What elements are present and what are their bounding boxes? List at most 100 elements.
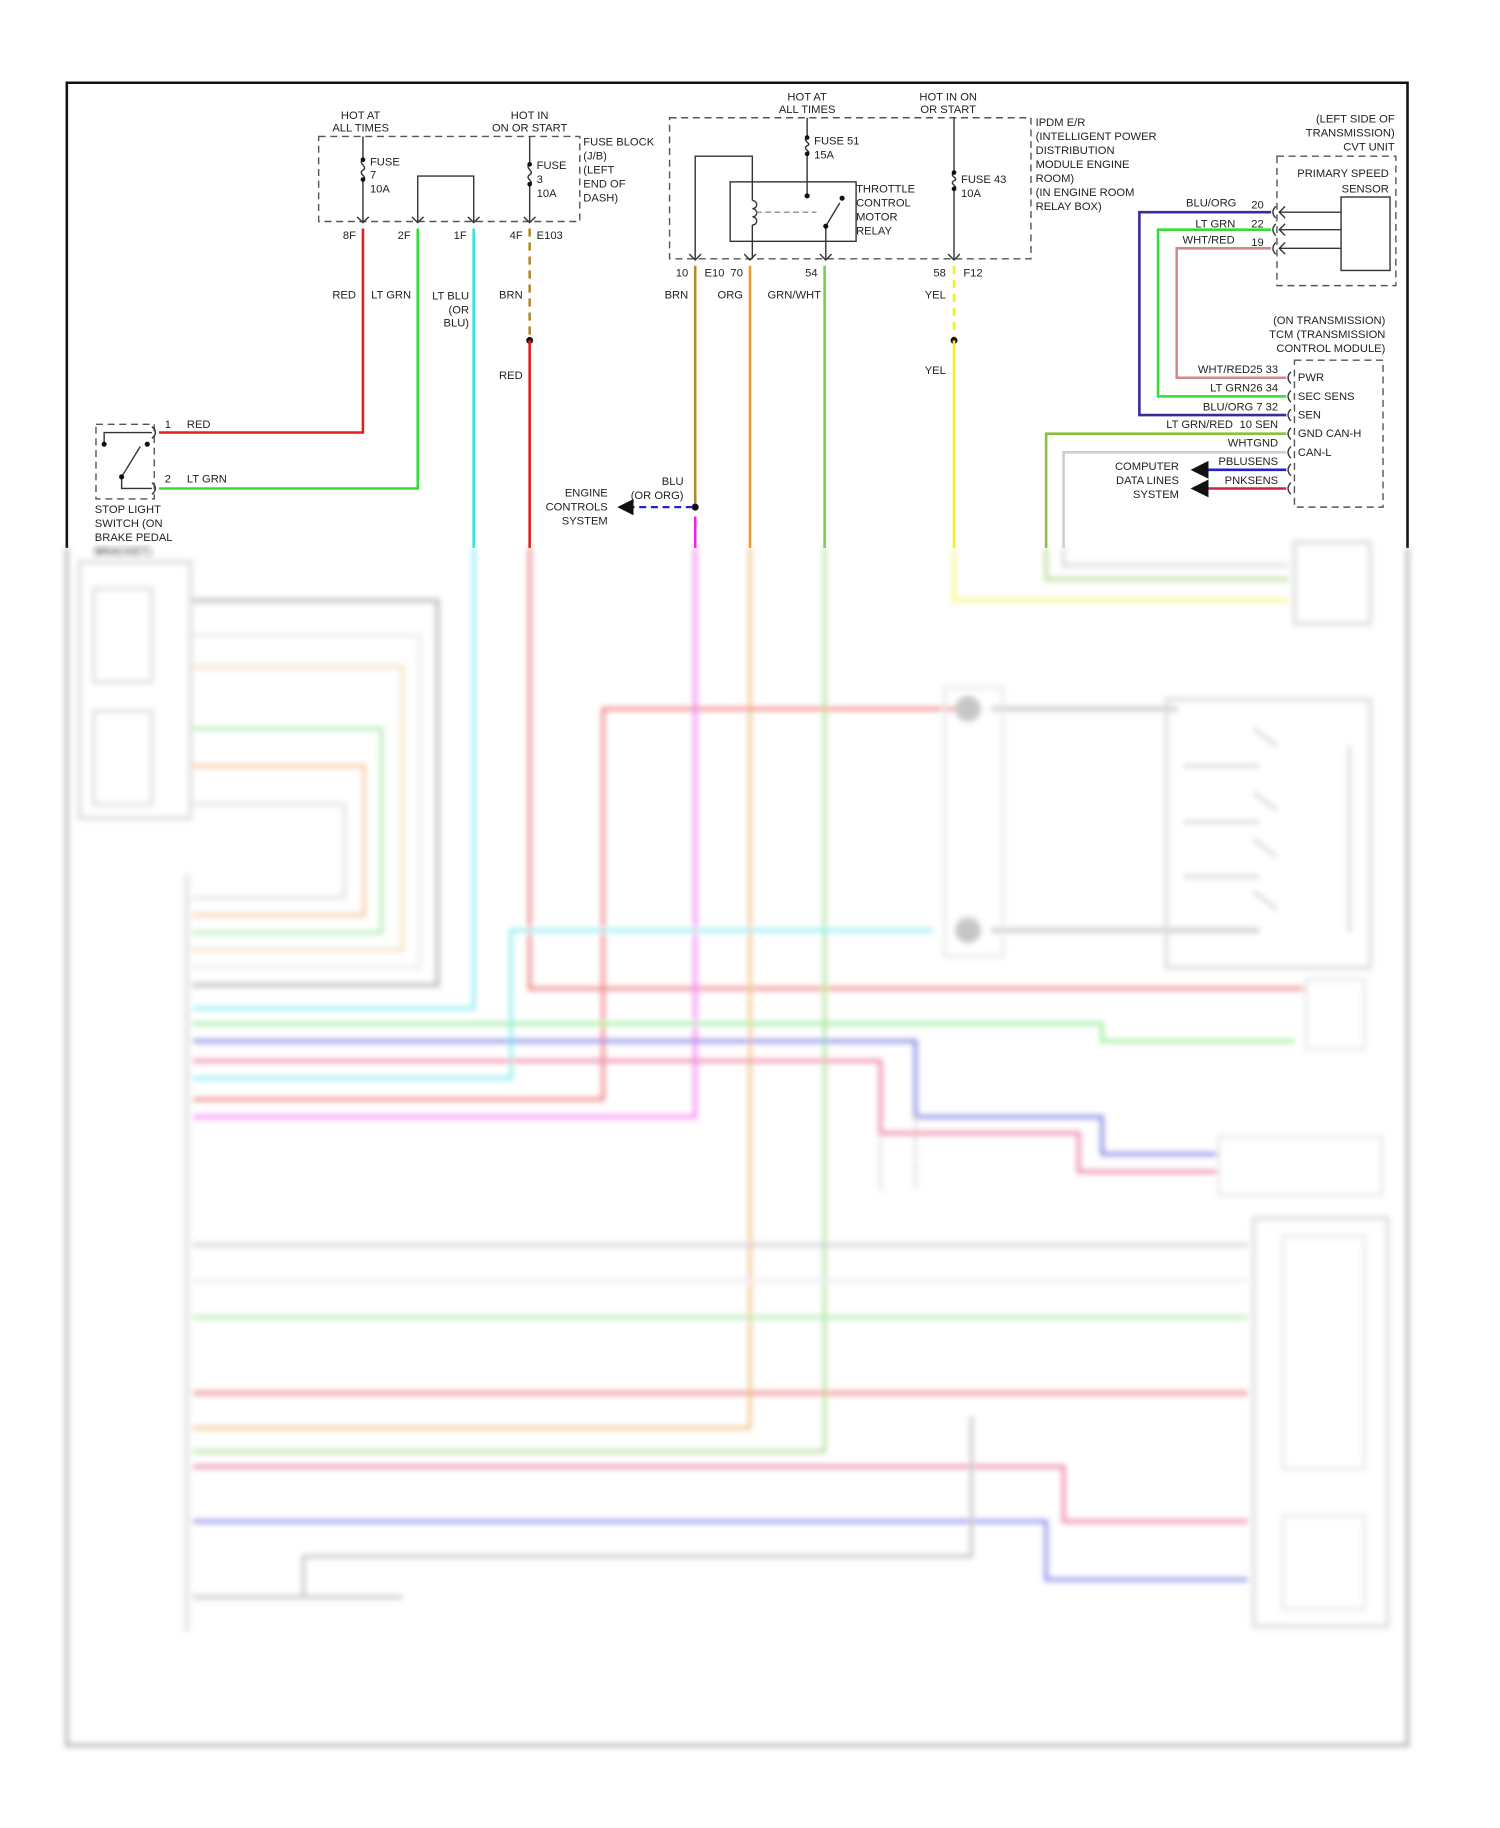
computer-data-lines-title-3: SYSTEM <box>1133 489 1179 501</box>
connector-f12: F12 <box>963 267 982 279</box>
pin-2f: 2F <box>398 230 411 242</box>
wire-lt-grn-red <box>1044 432 1287 548</box>
ipdm-title-7: RELAY BOX) <box>1036 201 1102 213</box>
primary-speed-sensor-label: PRIMARY SPEED <box>1297 168 1389 180</box>
engine-controls-title-2: CONTROLS <box>546 502 608 514</box>
computer-data-lines-title: COMPUTER <box>1115 461 1179 473</box>
wire-label-lt-grn: LT GRN <box>371 289 411 301</box>
throttle-relay-label: THROTTLE <box>856 183 915 195</box>
primary-speed-sensor <box>1340 196 1391 272</box>
blurred-lower-diagram <box>65 540 1410 1747</box>
tcm-row-label-4b: 10 SEN <box>1240 419 1279 431</box>
engine-controls-title: ENGINE <box>565 488 608 500</box>
pin-70: 70 <box>731 267 743 279</box>
tcm-row-label-6: PBLUSENS <box>1218 456 1278 468</box>
tcm-title-3: CONTROL MODULE) <box>1276 343 1385 355</box>
switch-pin-1: 1 <box>165 419 171 431</box>
ipdm-title-3: DISTRIBUTION <box>1036 145 1115 157</box>
fuse7-supply-label-2: ALL TIMES <box>332 123 389 135</box>
ipdm-title: IPDM E/R <box>1036 117 1086 129</box>
wire-label-lt-blu-3: BLU) <box>444 317 470 329</box>
ipdm-title-5: ROOM) <box>1036 173 1075 185</box>
diagram-frame <box>65 81 1409 548</box>
wire-wht <box>1062 451 1287 548</box>
fuse43-label: FUSE 43 <box>961 174 1006 186</box>
sensor-wire-label-blu-org: BLU/ORG <box>1186 197 1236 209</box>
switch-pin-2: 2 <box>165 474 171 486</box>
ipdm-er: HOT AT ALL TIMES HOT IN ON OR START FUSE… <box>668 91 1157 279</box>
stop-light-switch-title-3: BRAKE PEDAL <box>95 532 173 544</box>
fuse3-supply-label: HOT IN <box>511 110 549 122</box>
fuse51-supply-label: HOT AT <box>787 91 827 103</box>
sensor-pin-20: 20 <box>1251 200 1263 212</box>
tcm-pin-can-l: CAN-L <box>1298 447 1332 459</box>
wire-label-grn-wht: GRN/WHT <box>767 289 821 301</box>
throttle-relay-label-3: MOTOR <box>856 211 897 223</box>
pin-54: 54 <box>805 267 817 279</box>
tcm-pin-pwr: PWR <box>1298 372 1324 384</box>
throttle-relay-box <box>729 181 857 243</box>
fuse-block-title-4: END OF <box>583 179 625 191</box>
fuse43-supply-label-2: OR START <box>920 104 976 116</box>
stop-light-switch-title-2: SWITCH (ON <box>95 518 163 530</box>
pin-8f: 8F <box>343 230 356 242</box>
fuse3-number: 3 <box>537 174 543 186</box>
pin-1f: 1F <box>454 230 467 242</box>
tcm-title-2: TCM (TRANSMISSION <box>1269 329 1385 341</box>
ipdm-title-4: MODULE ENGINE <box>1036 159 1130 171</box>
tcm-row-label-7: PNKSENS <box>1225 475 1278 487</box>
tcm-row-label-2: LT GRN26 34 <box>1210 383 1278 395</box>
stop-light-switch-title-4: BRACKET) <box>95 546 152 558</box>
cvt-unit-title: (LEFT SIDE OF <box>1316 113 1395 125</box>
pin-58: 58 <box>933 267 945 279</box>
tcm-row-label-1: WHT/RED25 33 <box>1198 364 1278 376</box>
wire-red <box>158 228 365 434</box>
tcm-row-label-5: WHTGND <box>1228 438 1278 450</box>
ipdm-title-2: (INTELLIGENT POWER <box>1036 131 1157 143</box>
fuse51-label: FUSE 51 <box>814 136 859 148</box>
engine-controls-title-3: SYSTEM <box>562 516 608 528</box>
cvt-unit-title-2: TRANSMISSION) <box>1306 127 1395 139</box>
pin-4f: 4F <box>510 230 523 242</box>
throttle-relay-label-4: RELAY <box>856 225 892 237</box>
engine-controls-wire-label: BLU <box>662 476 684 488</box>
ipdm-title-6: (IN ENGINE ROOM <box>1036 187 1135 199</box>
tcm-pin-sec-sens: SEC SENS <box>1298 391 1355 403</box>
fuse7-rating: 10A <box>370 183 390 195</box>
wire-blu-org <box>1138 210 1287 417</box>
sensor-pin-22: 22 <box>1251 218 1263 230</box>
fuse-block-title: FUSE BLOCK <box>583 137 654 149</box>
switch-pin-2-wire: LT GRN <box>187 474 227 486</box>
wire-label-red: RED <box>332 289 356 301</box>
fuse3-label: FUSE <box>537 160 567 172</box>
stop-light-switch-title: STOP LIGHT <box>95 504 161 516</box>
fuse3-icon <box>527 163 532 185</box>
fuse-block-title-2: (J/B) <box>583 151 607 163</box>
wire-label-brn-ipdm: BRN <box>665 289 689 301</box>
fuse51-rating: 15A <box>814 150 834 162</box>
fuse7-label: FUSE <box>370 157 400 169</box>
connector-e103: E103 <box>537 230 563 242</box>
pin-10: 10 <box>676 267 688 279</box>
tcm-row-label-3: BLU/ORG 7 32 <box>1203 401 1278 413</box>
sensor-wire-label-wht-red: WHT/RED <box>1183 235 1235 247</box>
tcm-pin-sen: SEN <box>1298 410 1321 422</box>
throttle-relay-label-2: CONTROL <box>856 197 911 209</box>
sensor-wire-label-lt-grn: LT GRN <box>1195 218 1235 230</box>
wire-label-lt-blu-2: (OR <box>449 305 470 317</box>
fuse-block-title-3: (LEFT <box>583 165 614 177</box>
fuse43-rating: 10A <box>961 188 981 200</box>
wire-label-red-2: RED <box>499 370 523 382</box>
fuse51-supply-label-2: ALL TIMES <box>779 104 836 116</box>
fuse7-number: 7 <box>370 169 376 181</box>
primary-speed-sensor-label-2: SENSOR <box>1342 183 1389 195</box>
engine-controls-link: BLU (OR ORG) ENGINE CONTROLS SYSTEM <box>546 476 699 528</box>
wire-label-yel: YEL <box>925 289 946 301</box>
relay-switch-icon <box>825 202 841 259</box>
tcm-pin-gnd-can-h: GND CAN-H <box>1298 428 1361 440</box>
tcm-row-label-4: LT GRN/RED <box>1166 419 1233 431</box>
fuse-block-title-5: DASH) <box>583 193 618 205</box>
fuse3-rating: 10A <box>537 188 557 200</box>
fuse51-icon <box>804 136 810 155</box>
